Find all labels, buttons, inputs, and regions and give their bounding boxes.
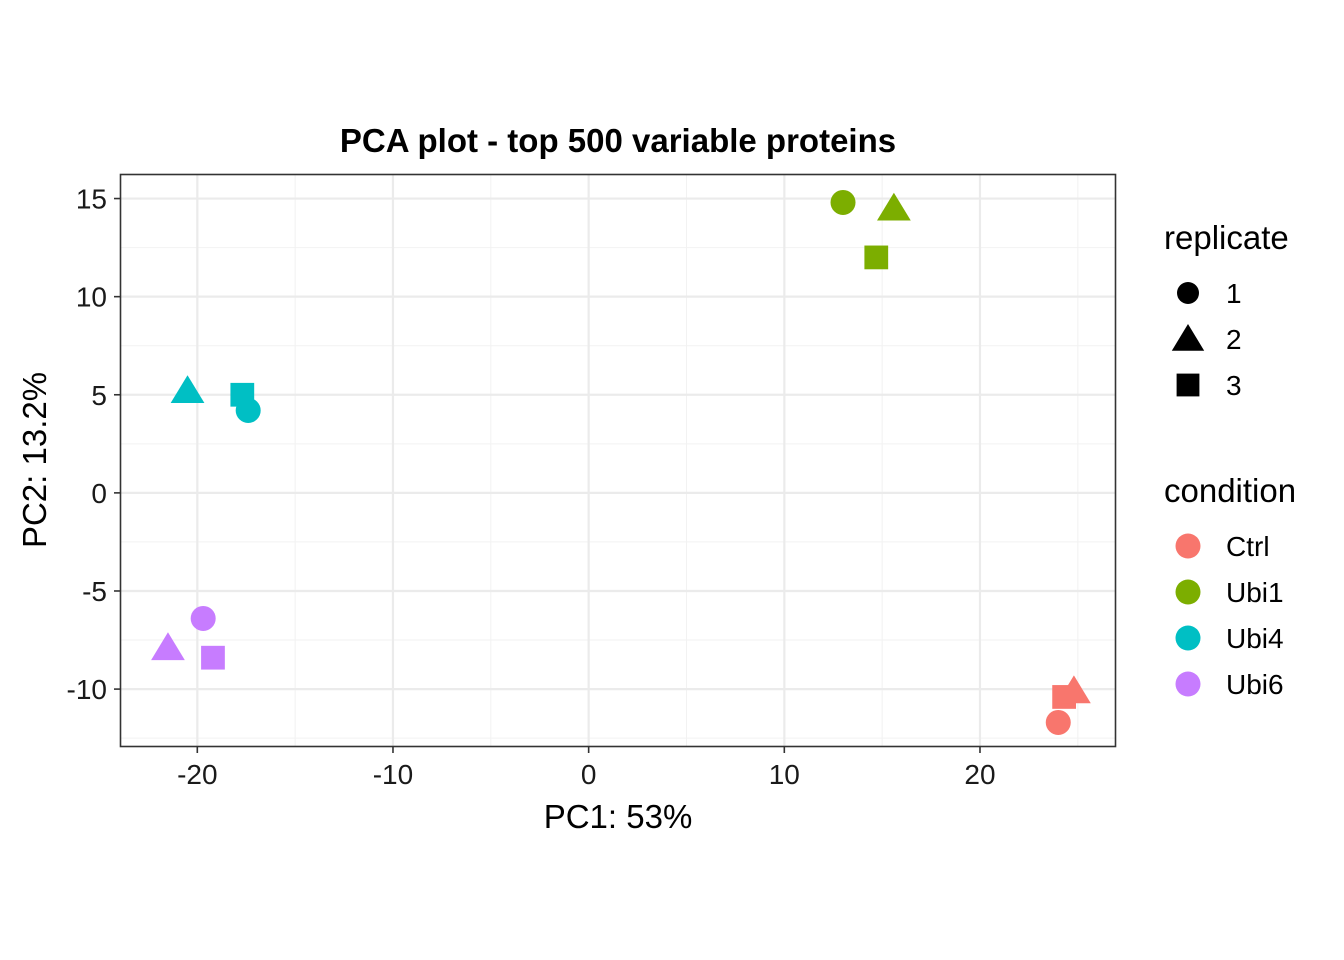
data-points (151, 189, 1091, 735)
y-axis-title: PC2: 13.2% (16, 372, 53, 548)
legend-replicate-label: 2 (1226, 324, 1242, 355)
y-tick-label: -5 (82, 576, 107, 607)
plot-panel (120, 174, 1116, 747)
legend-condition: condition Ctrl Ubi1 Ubi4 Ubi6 (1164, 472, 1296, 700)
legend-condition-items: Ctrl Ubi1 Ubi4 Ubi6 (1175, 531, 1284, 700)
point-ubi1-rep3 (864, 245, 889, 270)
minor-gridlines (121, 175, 1115, 746)
y-tick-label: 0 (91, 478, 107, 509)
legend-replicate-title: replicate (1164, 219, 1289, 256)
legend-condition-label: Ubi6 (1226, 669, 1284, 700)
x-tick-label: -20 (177, 759, 217, 790)
legend-key-ctrl-icon (1175, 533, 1201, 559)
legend-key-triangle-icon (1171, 324, 1205, 351)
point-ctrl-rep2 (1057, 675, 1091, 704)
legend-key-ubi1-icon (1175, 579, 1201, 605)
legend-key-circle-icon (1177, 282, 1199, 304)
point-ubi6-rep1 (190, 605, 216, 631)
y-tick-label: 15 (76, 184, 107, 215)
legend-condition-label: Ubi1 (1226, 577, 1284, 608)
legend-condition-title: condition (1164, 472, 1296, 509)
point-ubi6-rep2 (151, 632, 185, 661)
x-axis-title: PC1: 53% (544, 798, 693, 835)
point-ubi1-rep2 (877, 192, 911, 221)
plot-panel-border (119, 173, 1117, 748)
point-ubi6-rep3 (201, 645, 225, 670)
x-tick-label: -10 (373, 759, 413, 790)
point-ctrl-rep1 (1045, 709, 1071, 735)
point-ubi4-rep2 (170, 375, 205, 404)
x-tick-label: 20 (964, 759, 995, 790)
legend-replicate-label: 1 (1226, 278, 1242, 309)
legend-condition-label: Ctrl (1226, 531, 1270, 562)
legend-key-square-icon (1176, 373, 1200, 397)
y-tick-label: -10 (67, 674, 107, 705)
x-tick-label: 10 (769, 759, 800, 790)
x-axis-ticks: -20 -10 0 10 20 (177, 746, 996, 790)
legend-replicate-items: 1 2 3 (1171, 278, 1242, 401)
point-ubi4-rep1 (235, 397, 261, 423)
chart-title: PCA plot - top 500 variable proteins (340, 122, 896, 159)
legend-replicate-label: 3 (1226, 370, 1242, 401)
legend-replicate: replicate 1 2 3 (1164, 219, 1289, 401)
major-gridlines (121, 175, 1115, 746)
point-ubi1-rep1 (830, 189, 856, 215)
legend-key-ubi4-icon (1175, 625, 1201, 651)
x-tick-label: 0 (581, 759, 597, 790)
legend-condition-label: Ubi4 (1226, 623, 1284, 654)
y-tick-label: 5 (91, 380, 107, 411)
y-tick-label: 10 (76, 282, 107, 313)
legend-key-ubi6-icon (1175, 671, 1201, 697)
y-axis-ticks: -10 -5 0 5 10 15 (67, 184, 121, 705)
